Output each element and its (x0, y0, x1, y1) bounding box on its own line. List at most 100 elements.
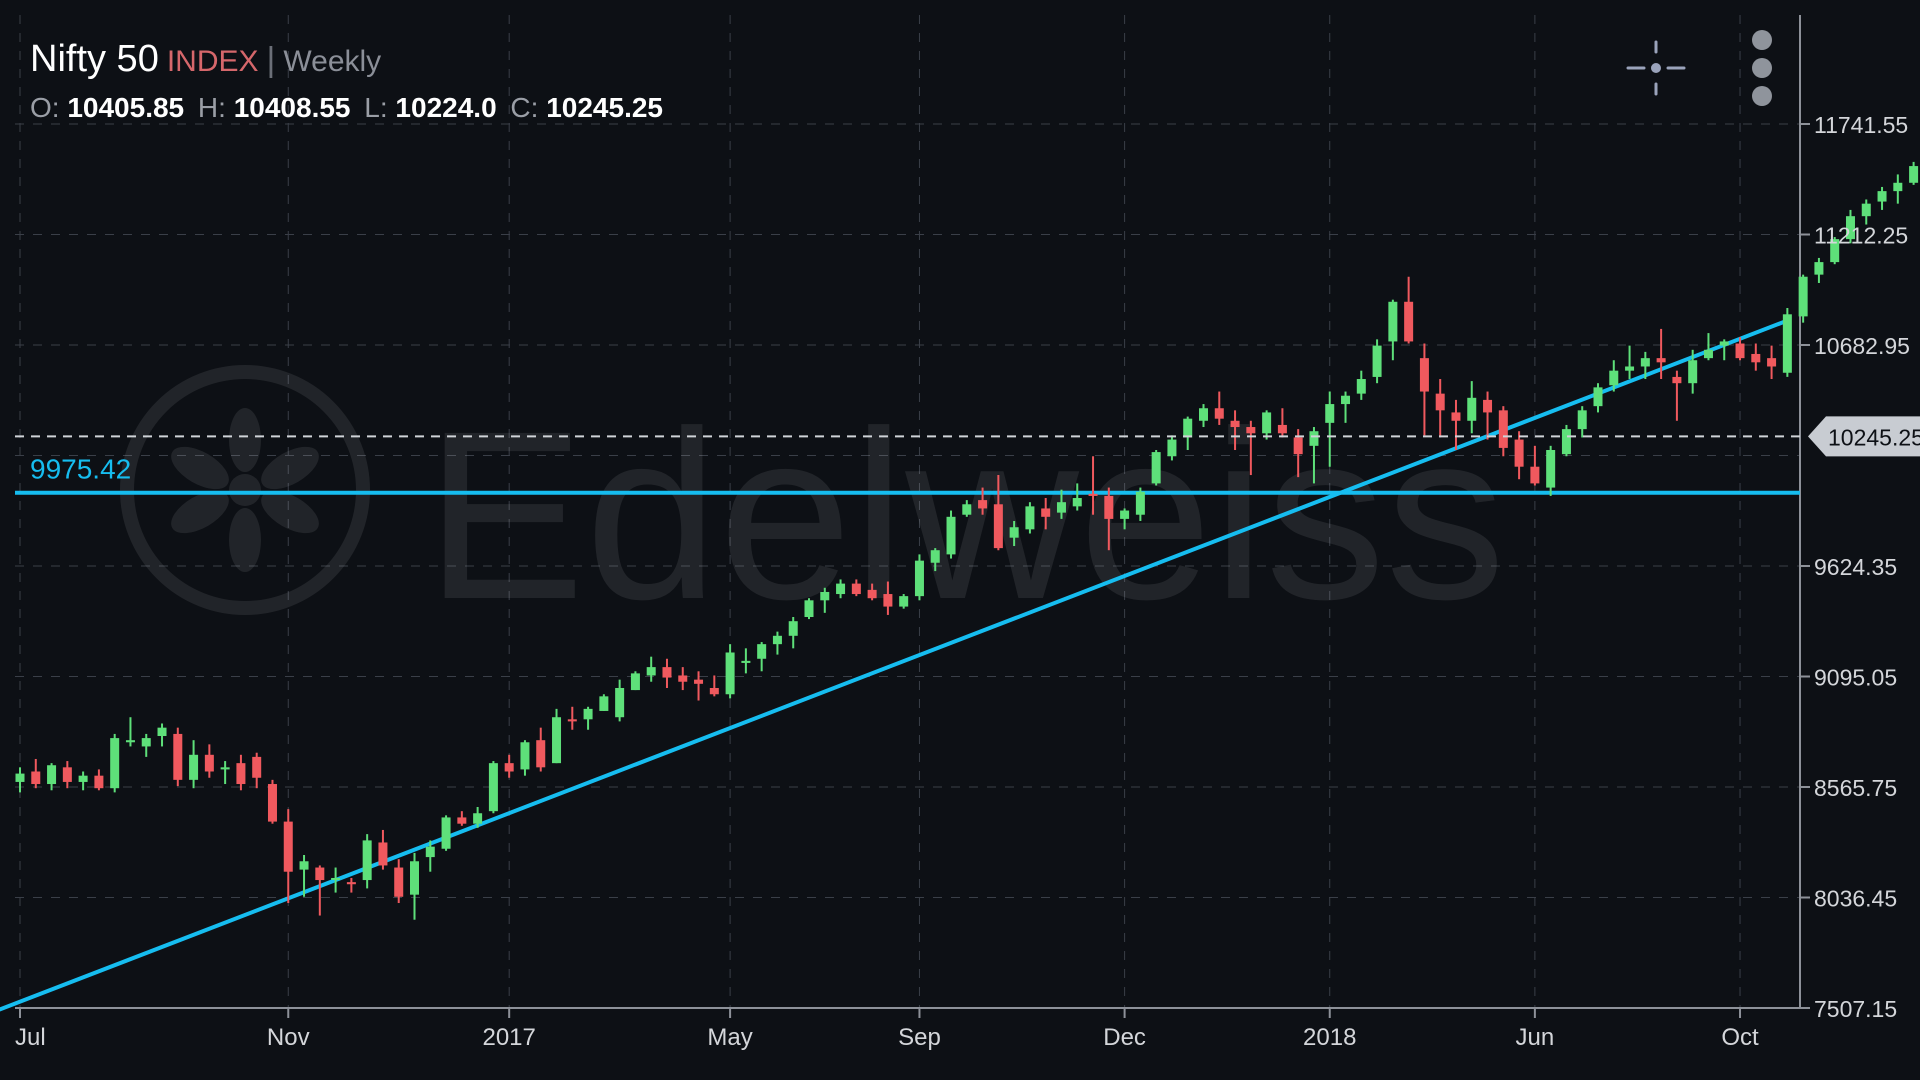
candle (110, 733, 120, 793)
ohlc-readout: O: 10405.85 H: 10408.55 L: 10224.0 C: 10… (30, 92, 669, 124)
candle (1893, 174, 1903, 204)
candle (1625, 345, 1635, 380)
candle-body (1293, 437, 1303, 455)
candle (283, 809, 293, 904)
candle-body (204, 754, 214, 772)
candle-body (1735, 343, 1745, 359)
candle-body (299, 861, 309, 870)
candle (1183, 416, 1193, 450)
candle (1199, 404, 1208, 428)
candle (1751, 343, 1761, 371)
candle (47, 763, 57, 791)
candle (1719, 339, 1729, 361)
candle (1530, 445, 1540, 486)
candle-body (536, 740, 546, 768)
candle-body (125, 740, 135, 743)
candle-body (804, 600, 814, 618)
candle-body (820, 591, 830, 601)
candle-body (252, 756, 262, 778)
candle (1483, 391, 1493, 440)
candle-body (757, 644, 767, 659)
low-label: L: (364, 92, 388, 123)
last-price-tag-text: 10245.25 (1828, 424, 1920, 450)
candle (552, 708, 562, 764)
period-label[interactable]: Weekly (283, 45, 382, 78)
candle-body (457, 817, 467, 824)
candle (173, 727, 183, 787)
candle-body (1246, 427, 1256, 434)
candle (1609, 360, 1619, 392)
candle (709, 675, 719, 697)
y-tick-label: 7507.15 (1814, 996, 1897, 1022)
candle-body (236, 763, 246, 785)
candle (1640, 351, 1650, 380)
candle (252, 752, 262, 789)
candle-body (189, 754, 199, 780)
candle (394, 859, 404, 904)
candle-body (283, 821, 293, 872)
candle (1325, 391, 1335, 467)
candle-body (173, 733, 183, 780)
candle (236, 754, 246, 791)
candle-body (1325, 404, 1335, 423)
candle-body (1041, 508, 1051, 517)
candle (946, 510, 956, 559)
candle (267, 779, 277, 824)
low-value: 10224.0 (395, 92, 497, 123)
candle-body (1199, 408, 1208, 421)
candle-body (914, 560, 924, 597)
candle (1845, 209, 1855, 244)
crosshair-button[interactable] (1622, 38, 1690, 98)
candle (788, 617, 798, 649)
candle-body (1056, 502, 1066, 513)
candle-body (1262, 412, 1272, 434)
candle (1341, 391, 1351, 423)
candle (1561, 424, 1571, 457)
candle (741, 648, 751, 674)
candle (94, 769, 104, 791)
candle-body (78, 775, 88, 782)
candle-body (1151, 452, 1161, 484)
candle-body (1025, 506, 1035, 530)
trendline-layer[interactable]: 9975.42 (0, 318, 1800, 1020)
candle-body (267, 784, 277, 822)
candle-body (141, 738, 151, 747)
candle (362, 834, 372, 889)
candle (1262, 410, 1272, 440)
candle-body (473, 813, 483, 824)
candle (630, 671, 640, 691)
candle (78, 771, 88, 791)
candle-body (441, 817, 451, 849)
candle (1246, 420, 1256, 476)
candle-body (741, 660, 751, 663)
grid (15, 15, 1800, 1009)
x-tick-label: Jul (15, 1024, 46, 1051)
candle (615, 679, 625, 722)
candle (1909, 161, 1919, 185)
candle (1735, 337, 1745, 361)
watermark-text: Edelweiss (425, 381, 1505, 649)
candle (583, 706, 593, 730)
close-label: C: (510, 92, 539, 123)
candle-body (488, 763, 498, 812)
candle-body (1530, 466, 1540, 484)
candle (1577, 406, 1587, 438)
x-tick-label: 2018 (1303, 1024, 1356, 1051)
x-tick-label: May (707, 1024, 752, 1051)
trendline[interactable] (0, 318, 1789, 1020)
candle (1435, 379, 1445, 438)
open-value: 10405.85 (67, 92, 185, 123)
more-menu-button[interactable] (1744, 28, 1780, 110)
candle-body (630, 673, 640, 691)
candle-body (1451, 412, 1461, 421)
candle-body (978, 500, 988, 509)
candle (1703, 333, 1713, 361)
candle-body (1845, 216, 1855, 240)
candle (1830, 237, 1840, 265)
candle (1009, 520, 1019, 547)
candle (1514, 431, 1524, 480)
candle-body (1625, 366, 1635, 371)
y-tick-label: 9624.35 (1814, 554, 1897, 580)
candle (1104, 487, 1114, 551)
